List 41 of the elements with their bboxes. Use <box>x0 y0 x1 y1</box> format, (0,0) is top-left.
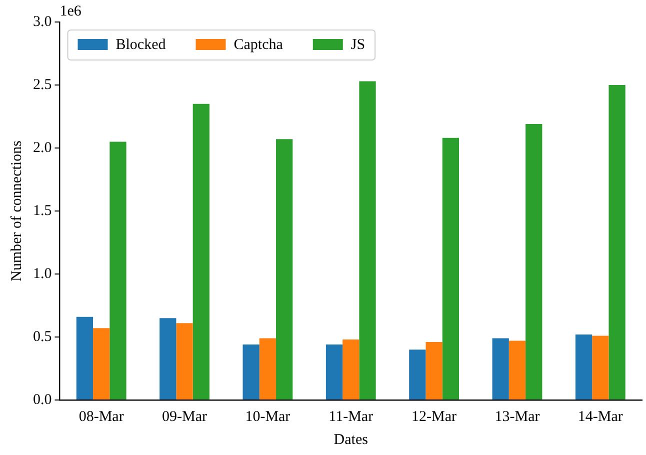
legend-label: Captcha <box>234 36 284 53</box>
bar <box>259 338 276 400</box>
x-tick-label: 08-Mar <box>78 408 124 425</box>
legend-label: JS <box>350 36 366 53</box>
x-tick-label: 11-Mar <box>328 408 374 425</box>
bar <box>492 338 509 400</box>
bar <box>326 344 343 400</box>
y-axis-title: Number of connections <box>8 140 25 282</box>
y-tick-label: 0.5 <box>33 328 52 345</box>
x-tick-label: 12-Mar <box>412 408 457 425</box>
bar <box>426 342 442 400</box>
x-tick-label: 10-Mar <box>245 408 290 425</box>
text: 1e6 <box>60 3 82 20</box>
bar <box>575 334 592 400</box>
x-tick-label: 14-Mar <box>578 408 623 425</box>
y-tick-label: 2.0 <box>33 140 52 156</box>
bar <box>192 104 210 400</box>
bar <box>608 85 626 400</box>
bar <box>276 139 293 400</box>
bar <box>592 336 609 400</box>
bar <box>93 328 110 400</box>
bar <box>359 81 376 400</box>
bar <box>526 124 542 400</box>
y-tick-label: 3.0 <box>33 14 52 30</box>
bar <box>442 138 460 400</box>
bar <box>242 344 260 400</box>
y-tick-label: 1.5 <box>33 202 52 219</box>
y-tick-label: 1.0 <box>33 266 52 282</box>
y-tick-label: 0.0 <box>33 392 52 408</box>
bar <box>176 323 193 400</box>
x-axis-title: Dates <box>334 432 368 448</box>
x-tick-label: 09-Mar <box>162 408 208 425</box>
bar <box>508 340 526 400</box>
bar <box>409 350 426 400</box>
bar <box>76 316 94 400</box>
bar <box>110 142 126 400</box>
bar <box>160 318 176 400</box>
x-tick-label: 13-Mar <box>494 408 540 425</box>
bar <box>342 340 360 400</box>
legend-label: Blocked <box>116 36 166 53</box>
y-tick-label: 2.5 <box>33 76 52 93</box>
